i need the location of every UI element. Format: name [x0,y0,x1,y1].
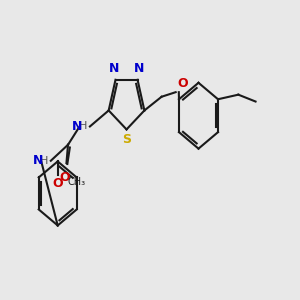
Text: CH₃: CH₃ [67,177,85,188]
Text: N: N [72,120,82,133]
Text: O: O [177,77,188,90]
Text: N: N [134,62,144,75]
Text: O: O [52,177,63,190]
Text: O: O [60,171,70,184]
Text: N: N [33,154,43,167]
Text: N: N [109,62,119,75]
Text: H: H [79,122,87,131]
Text: S: S [122,133,131,146]
Text: H: H [40,156,49,166]
